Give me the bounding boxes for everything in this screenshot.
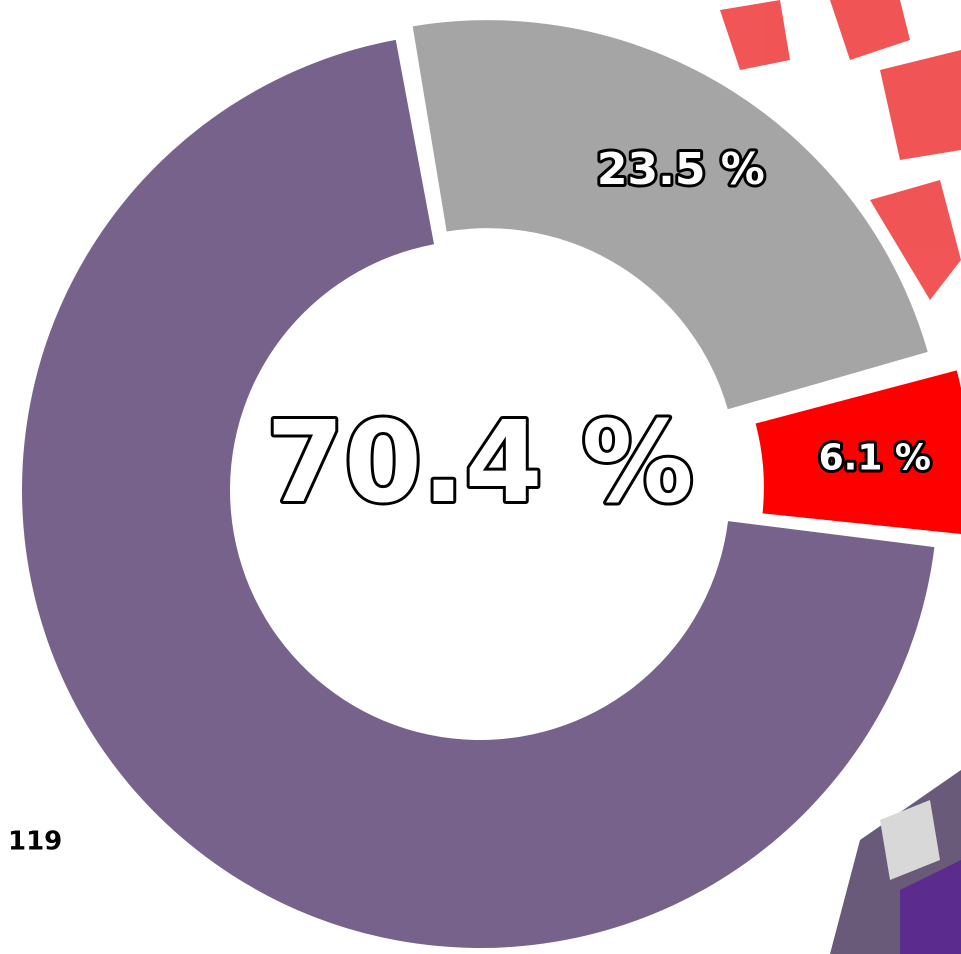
slice-label: 6.1 % xyxy=(819,437,931,478)
center-label: 70.4 % xyxy=(266,398,694,528)
donut-slice xyxy=(413,20,928,409)
page: 119 23.5 %6.1 %70.4 % (() => { const dat… xyxy=(0,0,961,954)
decoration-photo xyxy=(830,770,961,954)
chart: 119 23.5 % 6.1 % 70.4 % xyxy=(0,0,961,954)
slice-label: 23.5 % xyxy=(597,144,765,195)
note: 119 xyxy=(8,827,62,857)
brush-stroke xyxy=(880,50,961,160)
brush-stroke xyxy=(830,0,910,60)
brush-stroke xyxy=(720,0,790,70)
